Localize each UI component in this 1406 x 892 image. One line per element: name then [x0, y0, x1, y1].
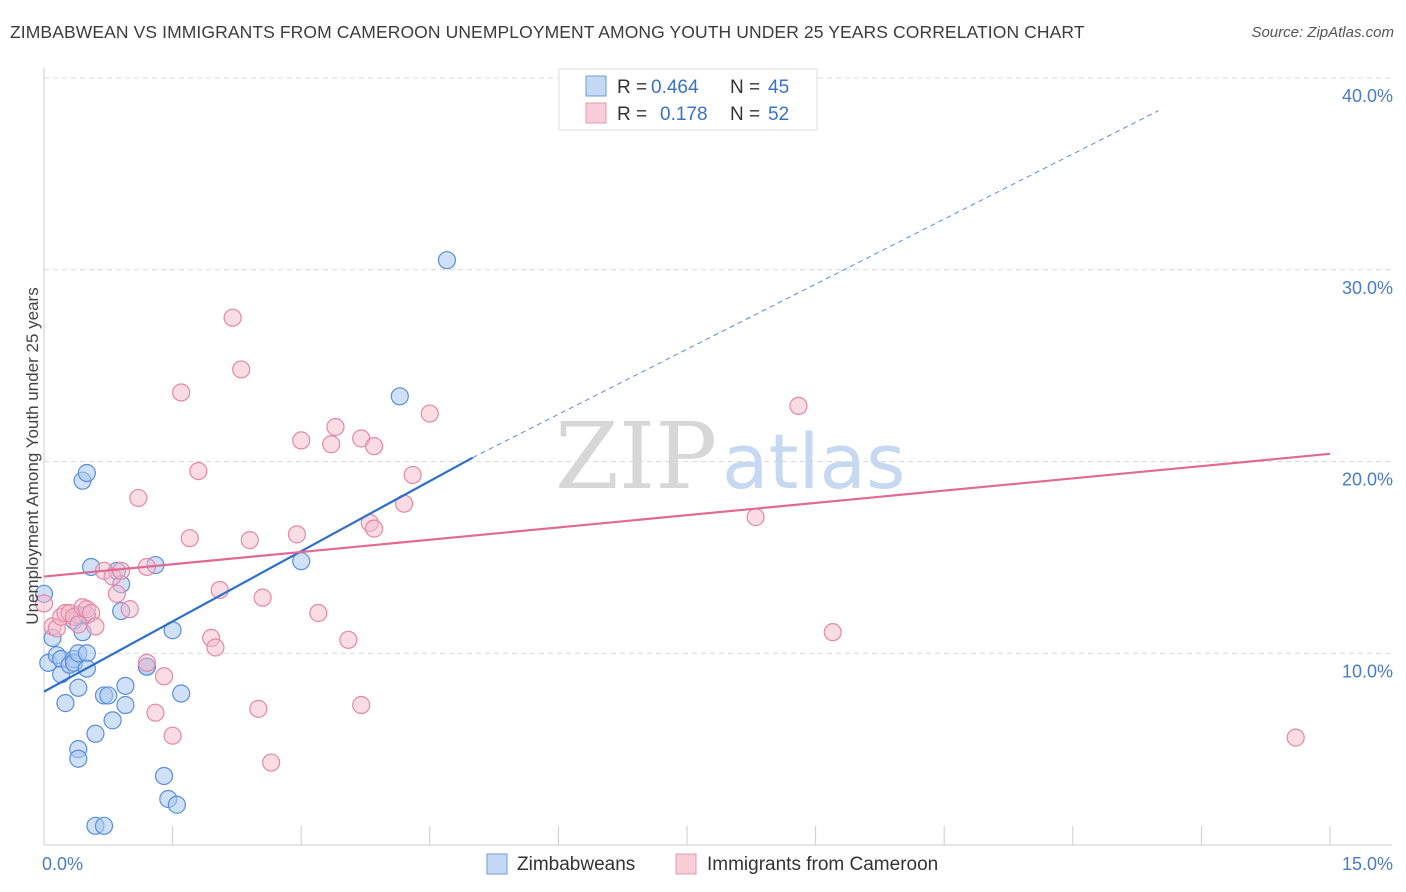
legend-swatch-pink	[585, 102, 607, 124]
data-point-zimbabweans	[154, 766, 174, 786]
legend-n-label-1: N =	[730, 77, 760, 98]
data-point-cameroon	[292, 431, 311, 450]
legend-label-zimbabweans: Zimbabweans	[517, 854, 635, 875]
series-legend: Zimbabweans Immigrants from Cameroon	[486, 853, 938, 875]
data-point-cameroon	[223, 308, 242, 327]
data-point-cameroon	[180, 529, 199, 548]
data-point-cameroon	[1286, 728, 1305, 747]
data-point-zimbabweans	[86, 724, 105, 743]
data-point-zimbabweans	[116, 695, 135, 715]
data-point-cameroon	[189, 461, 208, 481]
y-tick-label: 10.0%	[1342, 661, 1393, 681]
data-point-zimbabweans	[77, 463, 96, 483]
data-point-cameroon	[339, 630, 358, 649]
y-tick-label: 30.0%	[1342, 278, 1393, 298]
legend-swatch-zimbabweans	[486, 853, 508, 875]
data-point-zimbabweans	[116, 676, 135, 695]
data-point-cameroon	[232, 360, 251, 379]
data-point-zimbabweans	[56, 694, 75, 713]
legend-swatch-blue	[585, 75, 607, 97]
watermark-zip: ZIP	[555, 403, 717, 510]
data-point-zimbabweans	[437, 251, 457, 270]
legend-n-value-1: 45	[768, 77, 789, 98]
axes	[43, 68, 1392, 846]
trend-lines	[43, 110, 1331, 693]
correlation-legend: R = 0.464 N = 45 R = 0.178 N = 52	[558, 68, 818, 131]
data-point-cameroon	[352, 695, 371, 715]
data-point-cameroon	[107, 584, 126, 603]
data-point-cameroon	[309, 603, 328, 623]
data-point-cameroon	[146, 703, 165, 722]
trend-line-zimbabweans	[43, 456, 474, 693]
data-point-cameroon	[240, 531, 259, 550]
data-point-cameroon	[86, 617, 105, 636]
legend-n-label-2: N =	[730, 104, 760, 125]
trend-line-zimbabweans-extension	[472, 110, 1159, 459]
data-point-cameroon	[420, 404, 439, 423]
data-point-zimbabweans	[167, 795, 186, 814]
legend-r-value-2: 0.178	[660, 104, 708, 125]
axis-ticks: 10.0% 20.0% 30.0% 40.0% 0.0% 15.0%	[42, 86, 1393, 874]
chart-title: ZIMBABWEAN VS IMMIGRANTS FROM CAMEROON U…	[10, 22, 1085, 42]
data-point-zimbabweans	[103, 711, 122, 730]
legend-n-value-2: 52	[768, 104, 789, 125]
legend-r-value-1: 0.464	[651, 77, 699, 98]
data-point-zimbabweans	[69, 678, 88, 697]
data-point-cameroon	[322, 435, 341, 454]
data-point-cameroon	[137, 653, 156, 672]
data-point-zimbabweans	[390, 387, 409, 406]
y-axis-label: Unemployment Among Youth under 25 years	[23, 287, 42, 624]
data-point-cameroon	[163, 726, 182, 745]
x-tick-label: 15.0%	[1342, 854, 1393, 874]
x-tick-label: 0.0%	[42, 854, 83, 874]
data-point-cameroon	[34, 594, 54, 613]
data-point-cameroon	[287, 525, 307, 544]
data-point-zimbabweans	[99, 686, 118, 705]
legend-r-label-1: R =	[617, 77, 647, 98]
data-point-cameroon	[154, 667, 174, 686]
data-point-cameroon	[403, 465, 422, 485]
data-point-cameroon	[746, 508, 765, 527]
legend-swatch-cameroon	[675, 853, 697, 875]
data-point-zimbabweans	[77, 644, 96, 663]
data-point-cameroon	[364, 437, 384, 456]
legend-r-label-2: R =	[617, 104, 647, 125]
y-tick-label: 40.0%	[1342, 86, 1393, 106]
data-point-cameroon	[129, 488, 148, 508]
trend-line-cameroon	[43, 452, 1331, 578]
legend-label-cameroon: Immigrants from Cameroon	[707, 854, 938, 875]
data-point-cameroon	[172, 383, 191, 402]
series-cameroon	[34, 308, 1305, 772]
data-point-zimbabweans	[69, 749, 88, 768]
data-point-cameroon	[262, 753, 281, 772]
source-note: Source: ZipAtlas.com	[1251, 24, 1394, 41]
data-point-cameroon	[120, 600, 139, 619]
data-point-zimbabweans	[172, 684, 191, 703]
data-point-cameroon	[326, 417, 345, 437]
y-tick-label: 20.0%	[1342, 470, 1393, 490]
data-point-cameroon	[249, 699, 268, 718]
data-point-cameroon	[364, 519, 384, 538]
data-point-cameroon	[789, 396, 808, 415]
data-point-cameroon	[253, 588, 272, 607]
watermark: ZIP atlas	[555, 403, 906, 510]
data-point-cameroon	[206, 638, 225, 657]
data-point-zimbabweans	[94, 816, 114, 835]
watermark-atlas: atlas	[722, 417, 906, 506]
data-point-cameroon	[823, 623, 842, 642]
